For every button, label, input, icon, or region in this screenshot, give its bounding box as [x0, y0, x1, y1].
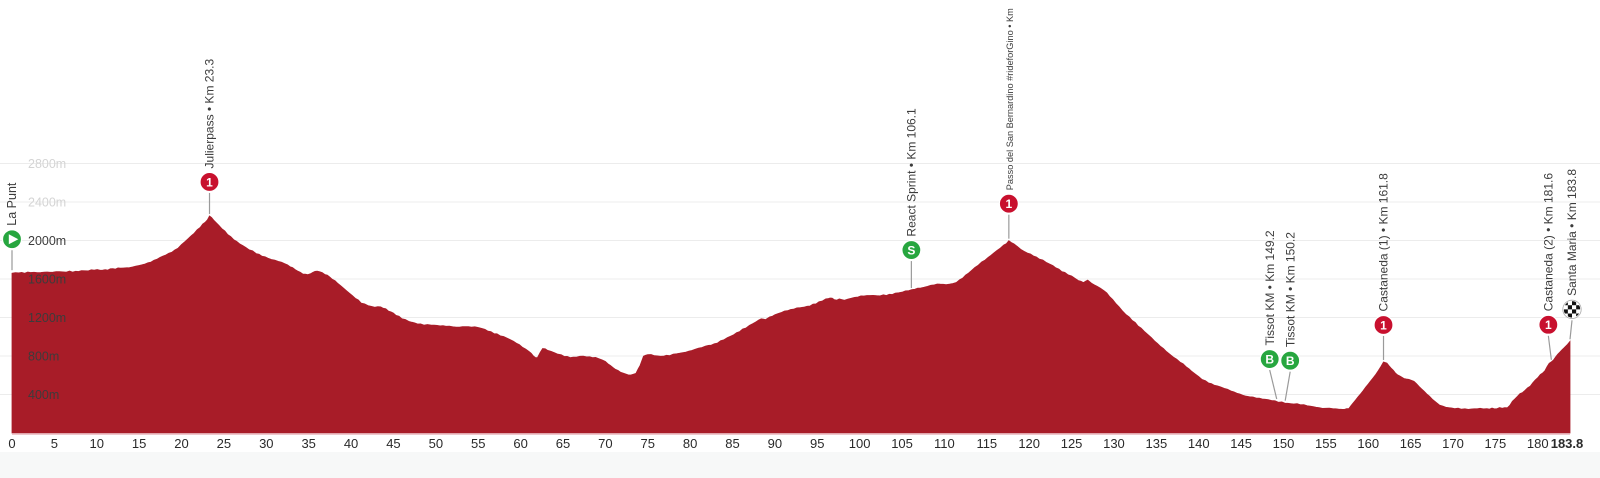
play-triangle-icon [8, 234, 19, 245]
x-tick-label-55: 55 [471, 436, 485, 451]
elevation-area [11, 215, 1571, 434]
marker-julierpass: 1 Julierpass • Km 23.3 [199, 59, 220, 214]
marker-label: Passo del San Bernardino #rideforGino • … [1005, 8, 1015, 190]
axis-strip-group [0, 452, 1600, 478]
marker-connector [1569, 320, 1573, 340]
marker-label: Castaneda (2) • Km 181.6 [1542, 173, 1556, 312]
x-tick-label-35: 35 [301, 436, 315, 451]
badge-symbol: 1 [206, 175, 213, 189]
marker-tissot-km-2: B Tissot KM • Km 150.2 [1280, 232, 1301, 401]
x-tick-label-95: 95 [810, 436, 824, 451]
x-tick-label-50: 50 [429, 436, 443, 451]
cat1-climb-badge [998, 193, 1019, 214]
marker-label: Tissot KM • Km 150.2 [1283, 232, 1297, 347]
marker-connector [1284, 371, 1291, 401]
marker-connector [1269, 369, 1278, 400]
y-tick-label-800m: 800m [28, 350, 59, 364]
x-tick-label-115: 115 [976, 436, 997, 451]
bonus-sprint-badge [1259, 348, 1280, 370]
x-tick-label-60: 60 [513, 436, 527, 451]
baseline-line [12, 433, 1570, 435]
marker-label: Tissot KM • Km 149.2 [1263, 230, 1277, 345]
x-tick-label-90: 90 [768, 436, 782, 451]
cat1-climb-badge [199, 171, 220, 193]
x-tick-label-0: 0 [8, 436, 15, 451]
marker-castaneda-1: 1 Castaneda (1) • Km 161.8 [1373, 173, 1394, 360]
x-tick-label-170: 170 [1442, 436, 1464, 451]
x-tick-label-70: 70 [598, 436, 612, 451]
badge-symbol: 1 [1006, 197, 1013, 211]
y-axis-labels: 400m 800m 1200m 1600m 2000m 2400m 2800m [28, 157, 66, 402]
x-tick-label-85: 85 [725, 436, 739, 451]
marker-finish-santa-maria: Santa Maria • Km 183.8 [1562, 169, 1582, 340]
x-tick-label-175: 175 [1485, 436, 1507, 451]
x-tick-label-150: 150 [1273, 436, 1295, 451]
y-tick-label-1600m: 1600m [28, 273, 66, 287]
badge-symbol: B [1265, 352, 1274, 366]
y-tick-label-2000m: 2000m [28, 234, 66, 248]
x-tick-label-80: 80 [683, 436, 697, 451]
x-tick-label-165: 165 [1400, 436, 1422, 451]
x-tick-label-110: 110 [934, 436, 955, 451]
y-tick-label-2400m: 2400m [28, 196, 66, 210]
badge-symbol: 1 [1545, 318, 1552, 332]
marker-label: React Sprint • Km 106.1 [905, 108, 919, 237]
bonus-sprint-badge [1280, 350, 1301, 371]
x-tick-label-75: 75 [641, 436, 655, 451]
cat1-climb-badge [1538, 314, 1559, 335]
x-tick-label-135: 135 [1145, 436, 1167, 451]
marker-label: Santa Maria • Km 183.8 [1565, 169, 1579, 296]
marker-tissot-km-1: B Tissot KM • Km 149.2 [1259, 230, 1280, 400]
marker-castaneda-2: 1 Castaneda (2) • Km 181.6 [1538, 173, 1559, 360]
x-tick-label-5: 5 [51, 436, 58, 451]
marker-label: Castaneda (1) • Km 161.8 [1377, 173, 1391, 312]
x-tick-label-105: 105 [891, 436, 913, 451]
x-tick-label-180: 180 [1527, 436, 1549, 451]
cat1-climb-badge [1373, 314, 1394, 336]
x-tick-label-30: 30 [259, 436, 273, 451]
x-tick-label-160: 160 [1357, 436, 1379, 451]
x-tick-label-155: 155 [1315, 436, 1337, 451]
x-tick-label-20: 20 [174, 436, 188, 451]
elevation-area-group [11, 215, 1571, 435]
x-tick-label-145: 145 [1230, 436, 1252, 451]
x-tick-label-140: 140 [1188, 436, 1210, 451]
x-tick-label-100: 100 [849, 436, 871, 451]
marker-label: Julierpass • Km 23.3 [203, 59, 217, 169]
x-tick-label-15: 15 [132, 436, 146, 451]
route-markers: 1 Julierpass • Km 23.3 S React Sprint • Km … [199, 8, 1582, 401]
x-tick-label-40: 40 [344, 436, 358, 451]
y-tick-label-1200m: 1200m [28, 311, 66, 325]
marker-react-sprint: S React Sprint • Km 106.1 [901, 108, 922, 289]
marker-passo-del-san-bernardino: 1 Passo del San Bernardino #rideforGino •… [998, 8, 1019, 239]
sprint-badge [901, 239, 922, 261]
y-tick-label-400m: 400m [28, 388, 59, 402]
start-label: La Punt [5, 182, 19, 226]
x-tick-label-120: 120 [1018, 436, 1040, 451]
badge-symbol: 1 [1380, 318, 1387, 332]
x-tick-label-130: 130 [1103, 436, 1125, 451]
start-marker: La Punt [1, 182, 23, 271]
x-tick-label-10: 10 [90, 436, 104, 451]
marker-connector [1547, 335, 1552, 360]
x-tick-label-125: 125 [1061, 436, 1083, 451]
badge-symbol: B [1286, 354, 1295, 368]
x-tick-label-final: 183.8 [1551, 436, 1584, 451]
y-tick-label-2800m: 2800m [28, 157, 66, 171]
x-axis-labels: 0 5 10 15 20 25 30 35 40 45 50 55 60 65 70 75 80 85 90 95 10… [8, 436, 1583, 451]
x-tick-label-65: 65 [556, 436, 570, 451]
x-tick-label-45: 45 [386, 436, 400, 451]
axis-strip [0, 452, 1600, 478]
x-tick-label-25: 25 [217, 436, 231, 451]
badge-symbol: S [907, 243, 915, 257]
